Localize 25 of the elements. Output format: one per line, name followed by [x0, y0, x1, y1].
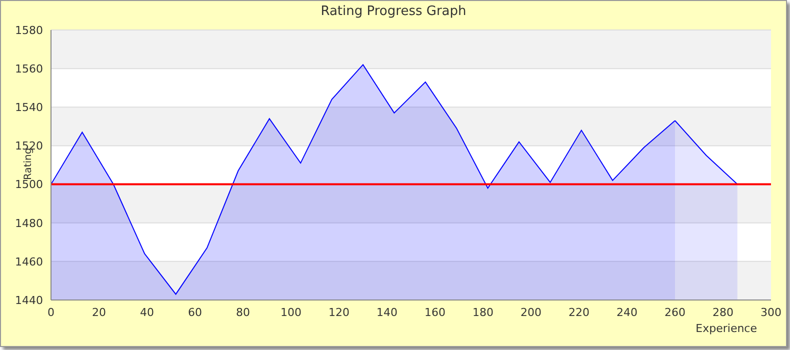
y-tick-label: 1480 — [15, 216, 43, 230]
x-tick-label: 100 — [280, 306, 302, 319]
x-tick-label: 140 — [376, 306, 398, 319]
chart-title: Rating Progress Graph — [320, 4, 468, 19]
y-tick-label: 1440 — [15, 294, 43, 307]
x-axis-title: Experience — [696, 322, 758, 335]
x-tick-label: 200 — [520, 306, 542, 319]
y-tick-label: 1460 — [15, 255, 43, 268]
x-tick-label: 160 — [424, 306, 446, 319]
x-tick-label: 60 — [188, 306, 202, 319]
x-tick-label: 0 — [48, 306, 54, 319]
x-tick-label: 120 — [328, 306, 350, 319]
x-tick-label: 20 — [92, 306, 106, 319]
y-tick-label: 1560 — [15, 62, 43, 76]
y-tick-label: 1540 — [15, 101, 43, 114]
y-tick-label: 1500 — [15, 178, 43, 192]
x-tick-label: 300 — [760, 306, 782, 319]
x-tick-label: 240 — [616, 306, 638, 319]
x-tick-label: 280 — [712, 306, 734, 319]
x-tick-label: 220 — [568, 306, 590, 319]
y-tick-label: 1580 — [15, 24, 43, 37]
x-tick-label: 80 — [236, 306, 250, 319]
x-tick-label: 260 — [664, 306, 686, 319]
x-tick-label: 40 — [140, 306, 154, 319]
x-tick-label: 180 — [472, 306, 494, 319]
